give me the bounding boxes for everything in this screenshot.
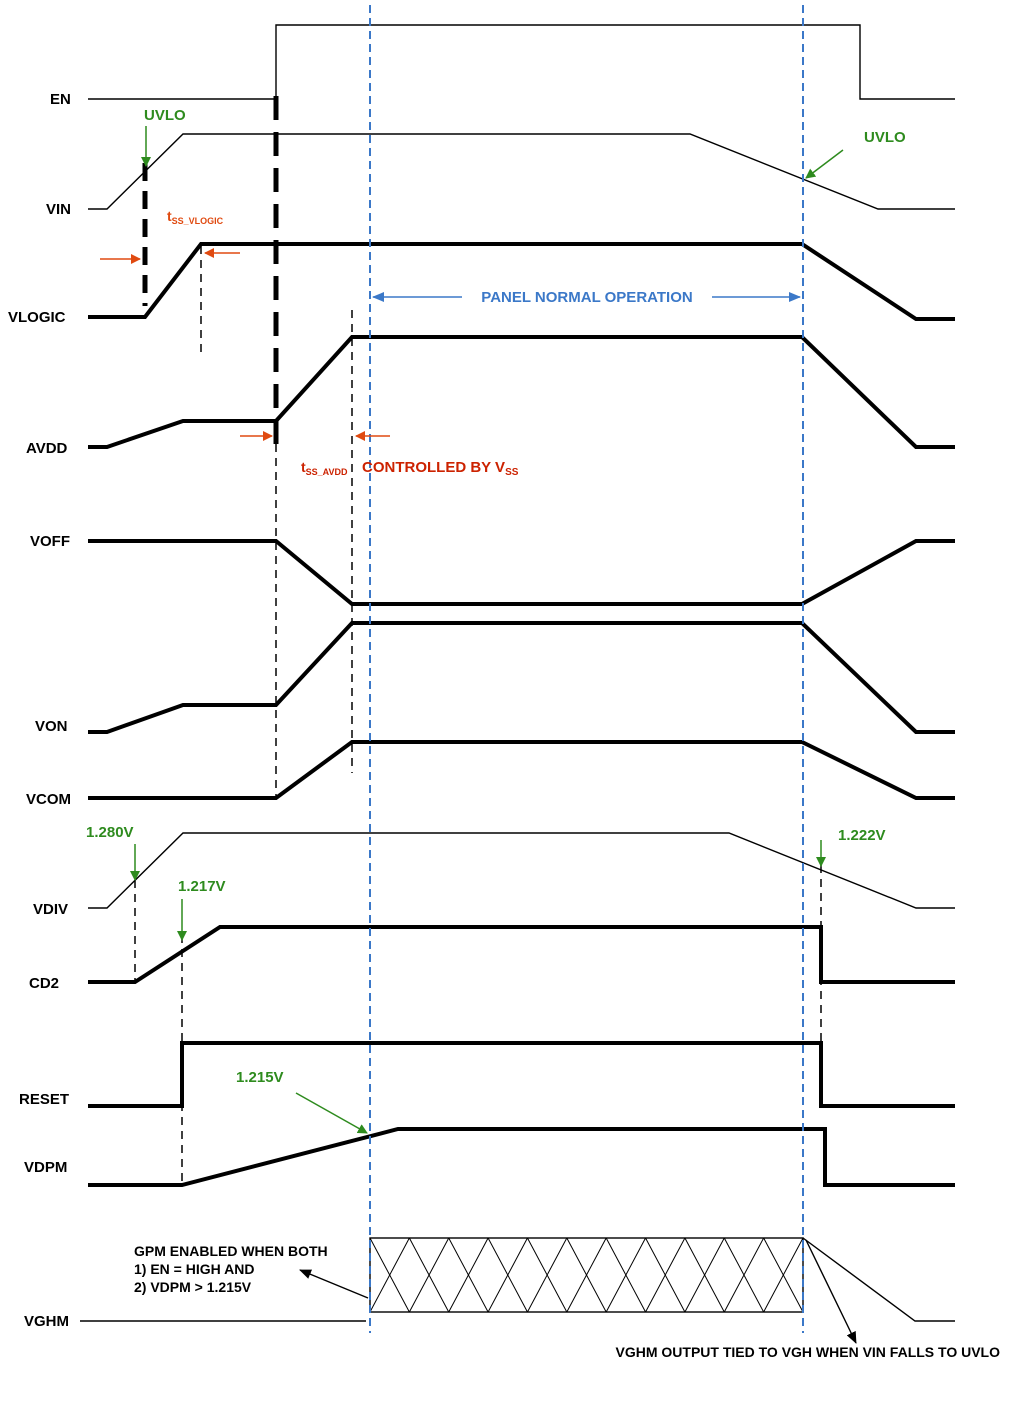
label-cd2: CD2 bbox=[29, 975, 59, 992]
vghm-gpm-region bbox=[369, 1237, 804, 1313]
wave-vghm-fall bbox=[802, 1237, 955, 1322]
uvlo-fall-label: UVLO bbox=[864, 129, 906, 146]
label-reset: RESET bbox=[19, 1091, 69, 1108]
label-vcom: VCOM bbox=[26, 791, 71, 808]
hatch-line bbox=[763, 1237, 804, 1313]
label-avdd: AVDD bbox=[26, 440, 68, 457]
threshold-annotations: UVLO UVLO 1.280V 1.217V 1.222V 1.215V bbox=[86, 107, 906, 1134]
hatch-line bbox=[487, 1237, 528, 1313]
vghm-hatch bbox=[369, 1237, 804, 1313]
controlled-by-sub: SS bbox=[505, 467, 519, 478]
t-ss-avdd-label: tSS_AVDD bbox=[301, 459, 348, 477]
wave-en bbox=[88, 24, 955, 100]
label-voff: VOFF bbox=[30, 533, 70, 550]
hatch-line bbox=[408, 1237, 450, 1313]
timing-markers bbox=[134, 96, 822, 1185]
hatch-line bbox=[605, 1237, 646, 1313]
uvlo-fall-arrow bbox=[805, 149, 844, 179]
hatch-line bbox=[684, 1237, 725, 1313]
label-vdiv: VDIV bbox=[33, 901, 68, 918]
vghm-box bbox=[369, 1237, 804, 1313]
panel-normal-operation-label: PANEL NORMAL OPERATION bbox=[481, 289, 692, 306]
uvlo-rise-label: UVLO bbox=[144, 107, 186, 124]
gpm-note-arrow bbox=[299, 1269, 369, 1299]
gpm-note-line1: GPM ENABLED WHEN BOTH bbox=[134, 1243, 328, 1259]
wave-vlogic bbox=[88, 242, 955, 321]
hatch-line bbox=[369, 1237, 410, 1313]
t-ss-vlogic-sub: SS_VLOGIC bbox=[172, 216, 224, 226]
t-ss-vlogic-main: t bbox=[167, 208, 172, 224]
signal-labels: EN VIN VLOGIC AVDD VOFF VON VCOM VDIV CD… bbox=[8, 91, 71, 1330]
wave-von bbox=[88, 621, 955, 734]
wave-reset bbox=[88, 1041, 955, 1108]
hatch-line bbox=[645, 1237, 686, 1313]
vghm-note: VGHM OUTPUT TIED TO VGH WHEN VIN FALLS T… bbox=[616, 1344, 1001, 1360]
wave-cd2 bbox=[88, 925, 955, 984]
label-en: EN bbox=[50, 91, 71, 108]
gpm-notes: GPM ENABLED WHEN BOTH 1) EN = HIGH AND 2… bbox=[134, 1239, 1001, 1360]
gpm-note-line3: 2) VDPM > 1.215V bbox=[134, 1279, 252, 1295]
label-vlogic: VLOGIC bbox=[8, 309, 66, 326]
label-vdpm: VDPM bbox=[24, 1159, 67, 1176]
vdpm-threshold-label: 1.215V bbox=[236, 1069, 284, 1086]
t-ss-avdd-sub: SS_AVDD bbox=[306, 467, 348, 477]
label-vin: VIN bbox=[46, 201, 71, 218]
normal-operation-bounds: PANEL NORMAL OPERATION bbox=[369, 5, 804, 1333]
label-von: VON bbox=[35, 718, 68, 735]
label-vghm: VGHM bbox=[24, 1313, 69, 1330]
hatch-line bbox=[448, 1237, 489, 1313]
hatch-line bbox=[566, 1237, 607, 1313]
wave-voff bbox=[88, 539, 955, 606]
wave-avdd bbox=[88, 335, 955, 449]
controlled-by-main: CONTROLLED BY V bbox=[362, 459, 505, 476]
vdiv-rise-threshold-label: 1.280V bbox=[86, 824, 134, 841]
waveforms bbox=[80, 24, 955, 1322]
gpm-note-line2: 1) EN = HIGH AND bbox=[134, 1261, 254, 1277]
vdpm-threshold-arrow bbox=[295, 1092, 368, 1134]
wave-vcom bbox=[88, 740, 955, 800]
softstart-annotations: tSS_VLOGIC tSS_AVDD CONTROLLED BY VSS bbox=[100, 208, 519, 478]
t-ss-avdd-main: t bbox=[301, 459, 306, 475]
vghm-note-arrow bbox=[805, 1239, 857, 1344]
vdiv-fall-threshold-label: 1.222V bbox=[838, 827, 886, 844]
hatch-line bbox=[723, 1237, 765, 1313]
cd2-threshold-label: 1.217V bbox=[178, 878, 226, 895]
wave-vin bbox=[88, 133, 955, 210]
wave-vdpm bbox=[88, 1127, 955, 1187]
controlled-by-vss-label: CONTROLLED BY VSS bbox=[362, 459, 519, 478]
t-ss-vlogic-label: tSS_VLOGIC bbox=[167, 208, 224, 226]
hatch-line bbox=[527, 1237, 568, 1313]
wave-vdiv bbox=[88, 832, 955, 909]
